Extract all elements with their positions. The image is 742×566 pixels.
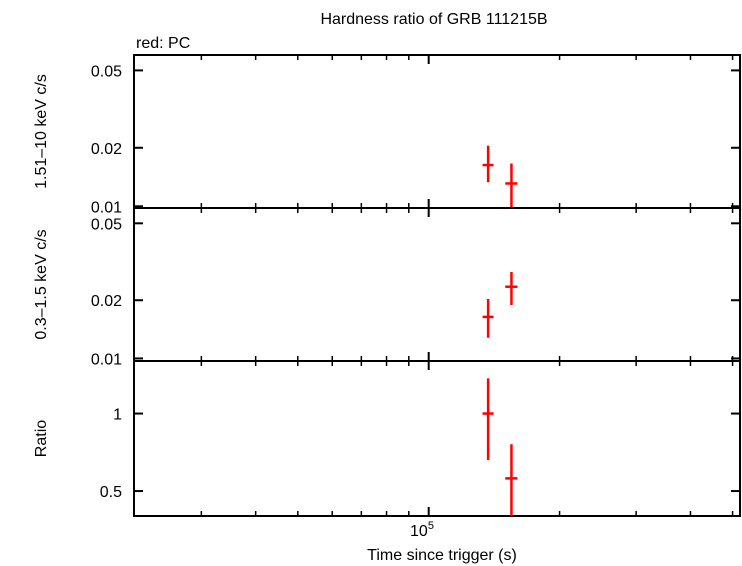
panel-3-frame [133, 360, 741, 517]
x-tick-label-1e5: 105 [410, 520, 434, 540]
panel-1-y-axis-label: 1.51–10 keV c/s [33, 74, 50, 189]
panel-3-y-axis-label: Ratio [33, 420, 50, 457]
x-axis-label: Time since trigger (s) [367, 547, 517, 564]
panel-1-frame [133, 54, 741, 209]
panels-group: 0.01 0.02 0.05 1.51–10 keV c/s 0.01 0.02 0.05 0… [33, 54, 741, 517]
panel-1-y-tick-label: 0.01 [91, 199, 122, 216]
legend-label: red: PC [136, 35, 190, 52]
chart-title: Hardness ratio of GRB 111215B [320, 11, 547, 28]
panel-2-y-tick-label: 0.02 [91, 293, 122, 310]
panel-1-y-tick-label: 0.02 [91, 141, 122, 158]
panel-3-y-tick-label: 0.5 [100, 484, 122, 501]
x-tick-label-base: 10 [410, 523, 428, 540]
panel-2-y-tick-label: 0.01 [91, 351, 122, 368]
x-tick-label-exponent: 5 [428, 520, 434, 532]
panel-1-y-tick-label: 0.05 [91, 63, 122, 80]
panel-2-frame [133, 207, 741, 362]
panel-2-y-axis-label: 0.3–1.5 keV c/s [33, 229, 50, 339]
panel-3-y-tick-label: 1 [113, 407, 122, 424]
panel-2-y-tick-label: 0.05 [91, 216, 122, 233]
